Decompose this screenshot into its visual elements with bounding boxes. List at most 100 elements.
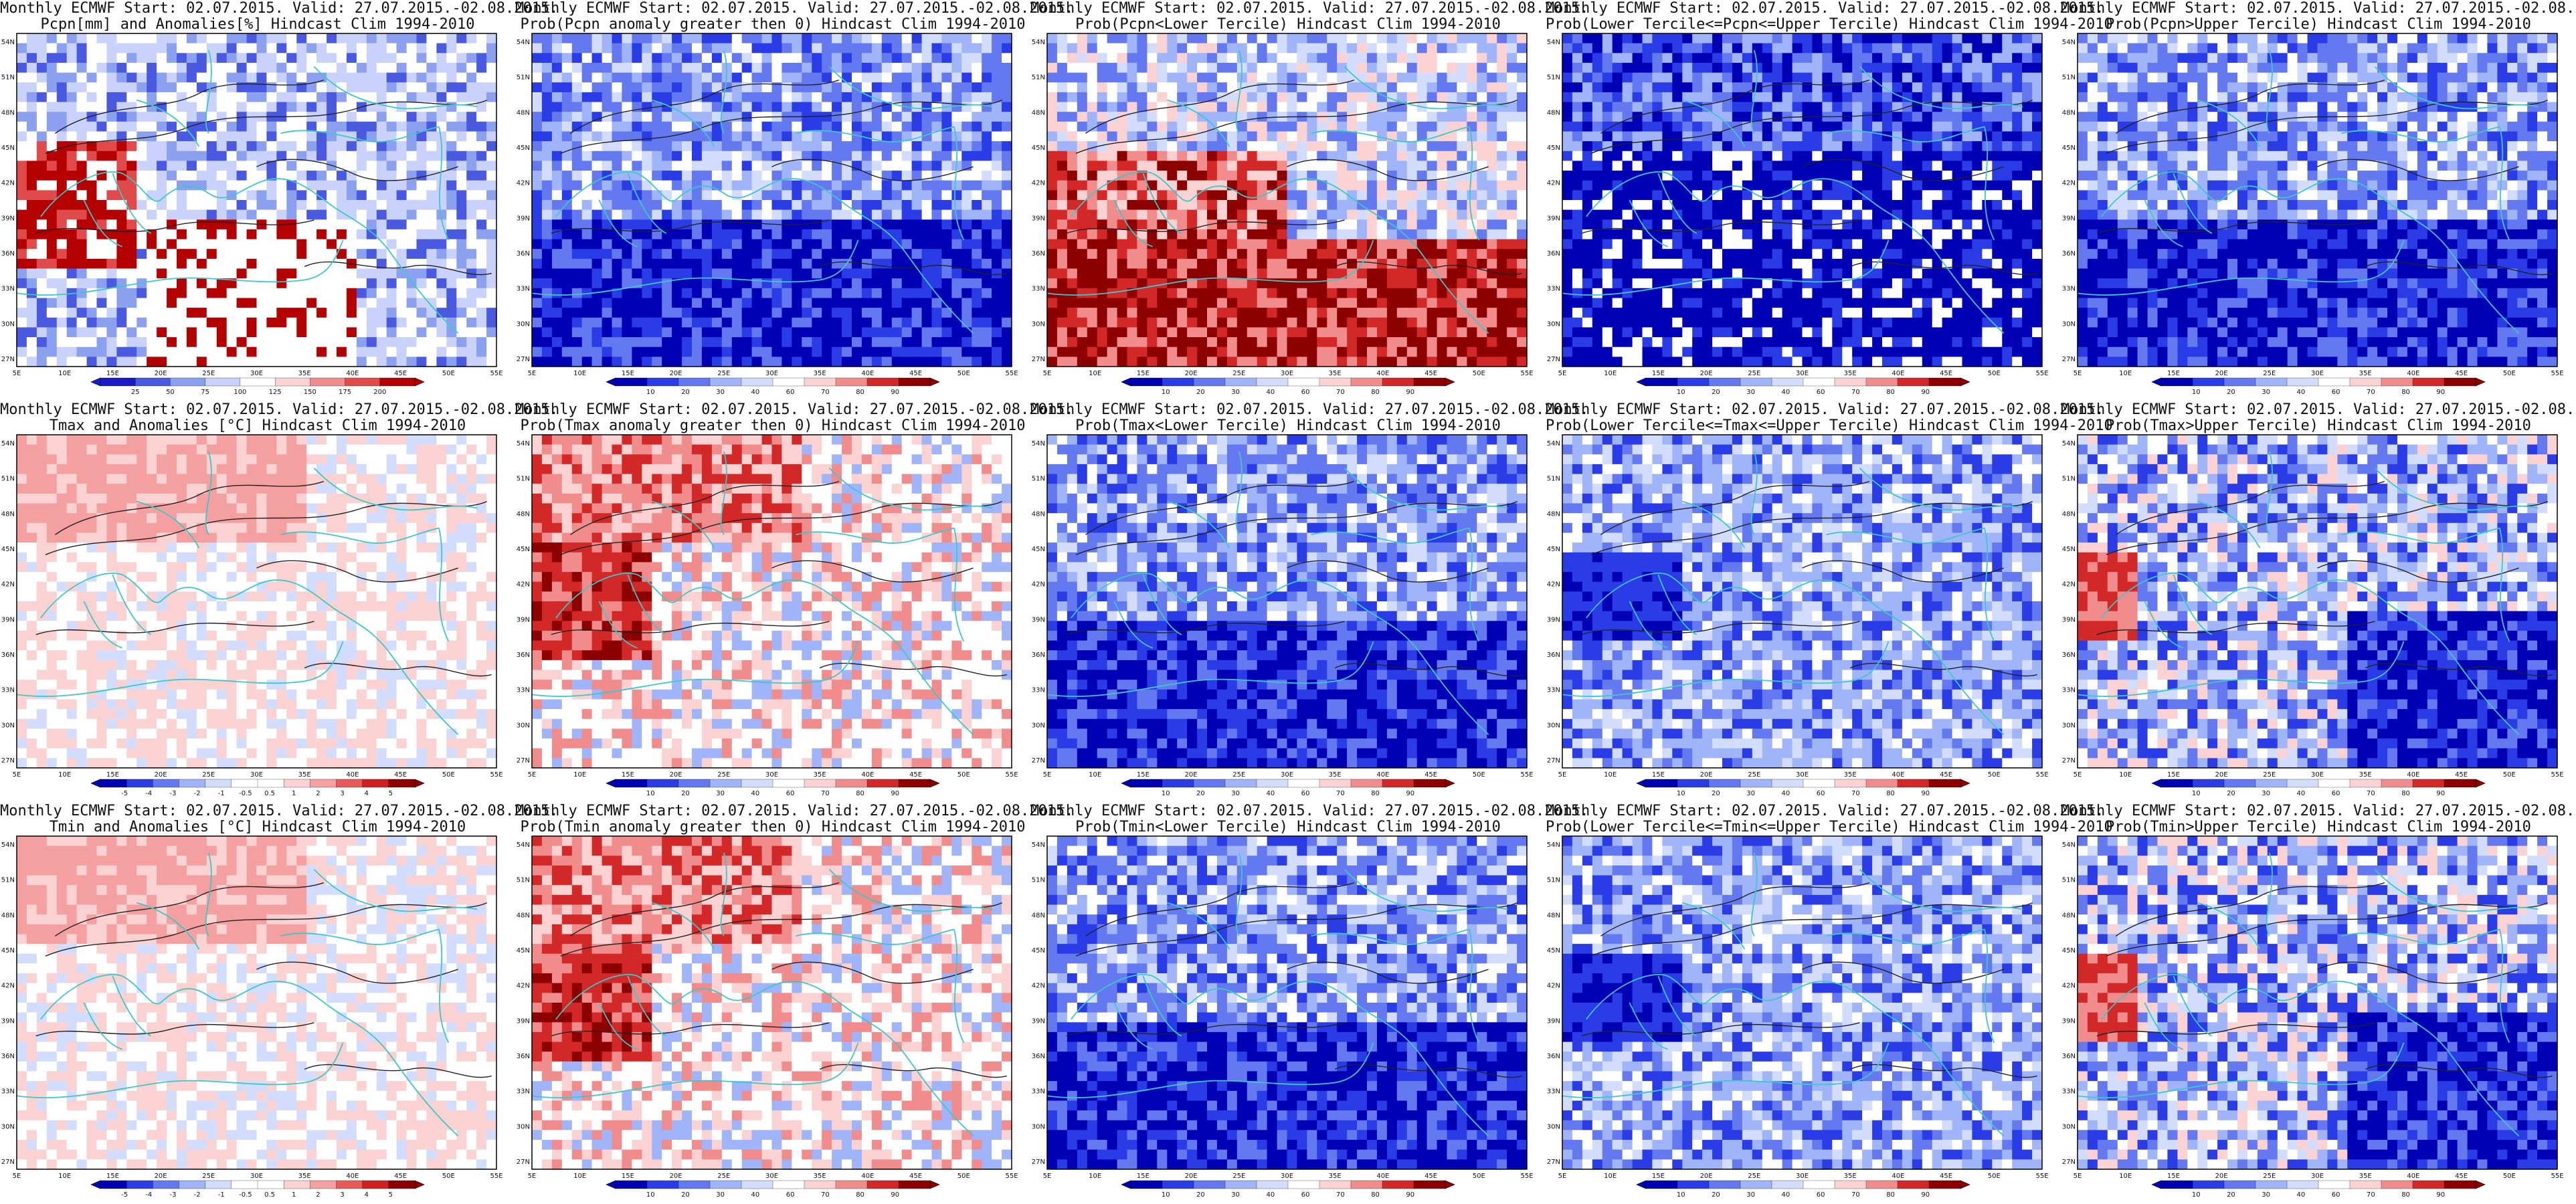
colorbar-segment	[126, 779, 153, 788]
colorbar-tick-label: -4	[145, 790, 152, 797]
lon-tick-label: 30E	[2311, 370, 2324, 377]
colorbar-arrow-right	[414, 377, 425, 387]
coastline	[2341, 126, 2510, 241]
lon-tick-label: 20E	[1700, 370, 1713, 377]
map-svg: 54N 51N 48N 45N 42N 39N 36N 33N 30N 27N 5E 10E 15E 20…	[1547, 33, 2049, 396]
lon-tick-label: 25E	[2263, 771, 2276, 779]
lat-tick-label: 33N	[1032, 1088, 1045, 1096]
coastline	[1047, 641, 1374, 698]
coastline	[2078, 239, 2405, 296]
contour-line	[55, 481, 325, 535]
colorbar-tick-label: -2	[194, 1191, 201, 1199]
colorbar-tick-label: 20	[2227, 1191, 2235, 1199]
colorbar: 10 20 30 40 60 70 80 90	[1636, 779, 1970, 797]
contour-line	[819, 261, 1007, 276]
colorbar-segment	[1677, 779, 1710, 788]
colorbar-tick-label: 1	[292, 1191, 296, 1199]
lat-tick-label: 48N	[1547, 510, 1560, 518]
lon-tick-label: 30E	[1281, 1173, 1293, 1180]
contour-line	[551, 621, 830, 635]
colorbar-tick-label: 20	[1712, 790, 1720, 797]
colorbar: 10 20 30 40 60 70 80 90	[1636, 377, 1970, 396]
lon-tick-label: 5E	[528, 1173, 537, 1180]
coastline	[555, 171, 974, 334]
lon-tick-label: 40E	[861, 1173, 874, 1180]
lon-tick-label: 40E	[2407, 1173, 2419, 1180]
coastline	[1629, 574, 1697, 649]
lat-tick-label: 51N	[1032, 877, 1045, 884]
lon-tick-label: 45E	[394, 370, 407, 377]
colorbar-tick-label: -0.5	[239, 790, 252, 797]
coastline	[828, 66, 993, 110]
colorbar-tick-label: 40	[2297, 1191, 2306, 1199]
colorbar-tick-label: 70	[1851, 389, 1860, 396]
colorbar-arrow-left	[2151, 1180, 2162, 1189]
colorbar-segment	[1834, 1180, 1867, 1189]
contour-line	[1600, 882, 1870, 936]
contour-line	[2106, 99, 2548, 154]
colorbar-tick-label: -4	[145, 1191, 152, 1199]
lon-tick-label: 45E	[2455, 370, 2468, 377]
contour-line	[1849, 1064, 2037, 1078]
contour-line	[1287, 560, 1489, 583]
map-frame	[531, 835, 1012, 1170]
colorbar-tick-label: 100	[234, 389, 246, 396]
colorbar-tick-label: 60	[786, 1191, 795, 1199]
contour-line	[2317, 560, 2519, 583]
colorbar-segment	[274, 377, 310, 387]
lat-tick-label: 42N	[517, 983, 530, 990]
lon-tick-label: 35E	[2359, 771, 2372, 779]
colorbar-segment	[2318, 1180, 2351, 1189]
coastline	[1859, 66, 2023, 110]
panel-title-line1: Monthly ECMWF Start: 02.07.2015. Valid: …	[515, 803, 1073, 820]
colorbar-tick-label: 30	[1231, 389, 1240, 396]
lat-tick-label: 33N	[517, 687, 530, 694]
lon-tick-label: 35E	[1329, 1173, 1342, 1180]
colorbar-tick-label: 0.5	[264, 1191, 275, 1199]
colorbar-tick-label: 60	[1301, 389, 1310, 396]
lat-tick-label: 54N	[1, 440, 15, 447]
panel-title-line1: Monthly ECMWF Start: 02.07.2015. Valid: …	[1546, 401, 2104, 419]
panel-title-line2: Prob(Lower Tercile<=Pcpn<=Upper Tercile)…	[1546, 16, 2113, 33]
colorbar: 10 20 30 40 60 70 80 90	[1121, 377, 1455, 396]
contour-line	[1287, 961, 1489, 984]
colorbar-segment	[1287, 1180, 1320, 1189]
colorbar-segment	[1771, 1180, 1804, 1189]
lon-tick-label: 10E	[573, 771, 586, 779]
lon-tick-label: 30E	[765, 1173, 778, 1180]
lat-tick-label: 45N	[1547, 947, 1560, 955]
lon-tick-label: 55E	[1005, 370, 1018, 377]
lon-tick-label: 20E	[1700, 771, 1713, 779]
coastline	[652, 451, 727, 548]
contour-line	[35, 1022, 314, 1037]
lon-tick-label: 25E	[202, 771, 215, 779]
colorbar-segment	[2223, 377, 2256, 387]
colorbar-tick-label: 20	[1196, 1191, 1205, 1199]
lat-tick-label: 39N	[1032, 215, 1045, 222]
map-svg: 54N 51N 48N 45N 42N 39N 36N 33N 30N 27N 5E 10E 15E 20…	[1032, 33, 1534, 396]
panel-title-line1: Monthly ECMWF Start: 02.07.2015. Valid: …	[1030, 0, 1588, 17]
lat-tick-label: 51N	[2062, 74, 2076, 82]
lat-tick-label: 39N	[517, 215, 530, 222]
lat-tick-label: 48N	[1547, 912, 1560, 919]
panel-title-line1: Monthly ECMWF Start: 02.07.2015. Valid: …	[0, 803, 558, 820]
lat-tick-label: 42N	[1547, 983, 1560, 990]
colorbar: 10 20 30 40 60 70 80 90	[606, 377, 940, 396]
lon-tick-label: 40E	[1376, 370, 1389, 377]
lat-tick-label: 48N	[517, 912, 530, 919]
coastline	[2078, 1042, 2405, 1099]
colorbar-arrow-left	[606, 377, 616, 387]
colorbar-segment	[2444, 377, 2476, 387]
lat-tick-label: 33N	[1547, 286, 1560, 293]
panel-title-line2: Prob(Tmin anomaly greater then 0) Hindca…	[515, 819, 1030, 836]
lat-tick-label: 51N	[1032, 74, 1045, 82]
colorbar-segment	[1224, 1180, 1257, 1189]
colorbar: 10 20 30 40 60 70 80 90	[2151, 779, 2486, 797]
colorbar-segment	[1928, 779, 1961, 788]
lon-tick-label: 45E	[1424, 1173, 1437, 1180]
colorbar-arrow-left	[606, 1180, 616, 1189]
panel-title-line2: Tmin and Anomalies [°C] Hindcast Clim 19…	[0, 819, 515, 836]
coastline	[1071, 573, 1489, 735]
lat-tick-label: 36N	[2062, 250, 2076, 258]
colorbar-tick-label: 90	[1406, 1191, 1414, 1199]
